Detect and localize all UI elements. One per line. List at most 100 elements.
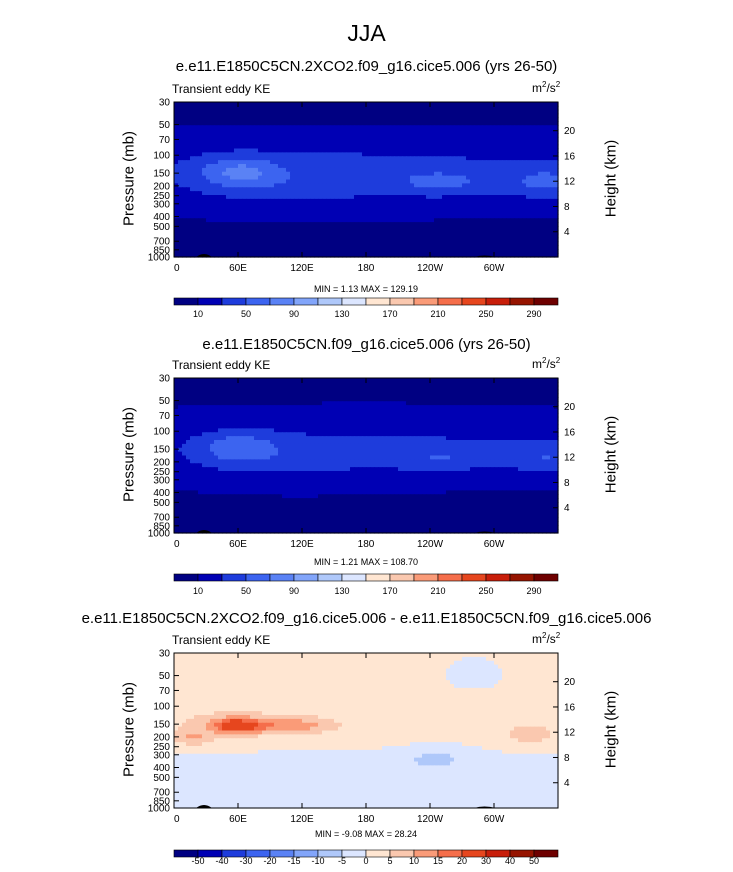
panel3-colorbar-label: -50 bbox=[191, 856, 204, 866]
panel3-ytick-right-label: 12 bbox=[564, 728, 576, 739]
panel1-colorbar-label: 250 bbox=[478, 309, 493, 319]
panel1-colorbar-swatch bbox=[533, 297, 559, 306]
panel3-colorbar-label: -10 bbox=[311, 856, 324, 866]
panel1-field bbox=[174, 102, 559, 258]
panel1-colorbar-label: 90 bbox=[289, 309, 299, 319]
panel3-xtick-label: 180 bbox=[358, 814, 375, 825]
panel3-xtick-label: 120W bbox=[417, 814, 444, 825]
panel1-colorbar-label: 290 bbox=[526, 309, 541, 319]
panel1-colorbar-label: 170 bbox=[382, 309, 397, 319]
panel3-colorbar-label: -40 bbox=[215, 856, 228, 866]
panel1-ytick-label: 1000 bbox=[148, 253, 171, 264]
panel1-xtick-label: 60E bbox=[229, 263, 247, 274]
panel1-colorbar-label: 210 bbox=[430, 309, 445, 319]
panel2-xtick-label: 180 bbox=[358, 539, 375, 550]
panel2-colorbar bbox=[173, 573, 559, 582]
panel1-colorbar-label: 50 bbox=[241, 309, 251, 319]
panel1-ytick-label: 70 bbox=[159, 135, 171, 146]
panel2-ytick-right-label: 16 bbox=[564, 427, 576, 438]
panel1-colorbar-label: 130 bbox=[334, 309, 349, 319]
panel1-ytick-label: 250 bbox=[153, 191, 170, 202]
panel3-colorbar-label: 50 bbox=[529, 856, 539, 866]
panel1-ytick-right-label: 8 bbox=[564, 202, 570, 213]
panel2-colorbar-label: 50 bbox=[241, 586, 251, 596]
panel2-field bbox=[174, 378, 559, 534]
panel3-ytick-right-label: 8 bbox=[564, 753, 570, 764]
panel1-xtick-label: 120E bbox=[290, 263, 314, 274]
panel2-ytick-label: 100 bbox=[153, 427, 170, 438]
panel2-xtick-label: 60W bbox=[484, 539, 505, 550]
panel1-ytick-right-label: 4 bbox=[564, 227, 570, 238]
panel1-colorbar bbox=[173, 297, 559, 306]
panel3-colorbar-label: 20 bbox=[457, 856, 467, 866]
panel3-units-label: m2/s2 bbox=[532, 631, 561, 646]
panel3-colorbar-label: 5 bbox=[387, 856, 392, 866]
panel2-ytick-label: 300 bbox=[153, 475, 170, 486]
panel3-xtick-label: 60E bbox=[229, 814, 247, 825]
panel1-xtick-label: 0 bbox=[174, 263, 180, 274]
panel2-ytick-label: 500 bbox=[153, 498, 170, 509]
panel2-colorbar-label: 250 bbox=[478, 586, 493, 596]
panel1-units-label: m2/s2 bbox=[532, 80, 561, 95]
panel1-ytick-label: 100 bbox=[153, 151, 170, 162]
panel3-ytick-right-label: 4 bbox=[564, 778, 570, 789]
panel3-ytick-label: 850 bbox=[153, 796, 170, 807]
panel1-ytick-label: 700 bbox=[153, 237, 170, 248]
panel1-ytick-label: 500 bbox=[153, 222, 170, 233]
panel2-xtick-label: 120W bbox=[417, 539, 444, 550]
panel2-xtick-label: 120E bbox=[290, 539, 314, 550]
panel3-colorbar-label: -30 bbox=[239, 856, 252, 866]
panel1-xtick-label: 60W bbox=[484, 263, 505, 274]
panel3-ytick-right-label: 16 bbox=[564, 702, 576, 713]
panel3-colorbar-label: 10 bbox=[409, 856, 419, 866]
panel2-ytick-label: 200 bbox=[153, 457, 170, 468]
panel1-ytick-label: 850 bbox=[153, 245, 170, 256]
panel2-ytick-label: 400 bbox=[153, 488, 170, 499]
panel1-title: e.e11.E1850C5CN.2XCO2.f09_g16.cice5.006 … bbox=[175, 58, 558, 75]
panel2-colorbar-label: 10 bbox=[193, 586, 203, 596]
panel1-ytick-label: 300 bbox=[153, 199, 170, 210]
panel2-xtick-label: 60E bbox=[229, 539, 247, 550]
panel3-field bbox=[174, 653, 559, 809]
panel1-ytick-label: 400 bbox=[153, 212, 170, 223]
panel3-ytick-label: 1000 bbox=[148, 804, 171, 815]
panel3-colorbar-swatch bbox=[533, 849, 559, 858]
panel2-colorbar-label: 210 bbox=[430, 586, 445, 596]
panel2-ytick-label: 70 bbox=[159, 411, 171, 422]
panel1-ytick-label: 30 bbox=[159, 98, 171, 109]
panel3-ytick-label: 200 bbox=[153, 732, 170, 743]
panel2-ytick-right-label: 8 bbox=[564, 478, 570, 489]
panel1-ytick-label: 200 bbox=[153, 181, 170, 192]
panel3-ytick-label: 150 bbox=[153, 720, 170, 731]
panel3-stats: MIN = -9.08 MAX = 28.24 bbox=[314, 829, 418, 839]
panel3-ytick-label: 100 bbox=[153, 702, 170, 713]
panel2-colorbar-label: 130 bbox=[334, 586, 349, 596]
panel2-title: e.e11.E1850C5CN.f09_g16.cice5.006 (yrs 2… bbox=[202, 336, 531, 353]
panel3-ytick-label: 50 bbox=[159, 671, 171, 682]
panel3-xtick-label: 60W bbox=[484, 814, 505, 825]
panel1-xtick-label: 180 bbox=[358, 263, 375, 274]
panel3-variable-label: Transient eddy KE bbox=[172, 633, 271, 647]
panel1-variable-label: Transient eddy KE bbox=[172, 82, 271, 96]
panel2-colorbar-label: 170 bbox=[382, 586, 397, 596]
panel3-colorbar-swatch bbox=[365, 849, 391, 858]
panel3-ytick-label: 700 bbox=[153, 788, 170, 799]
panel2-ytick-label: 50 bbox=[159, 396, 171, 407]
panel3-ytick-label: 400 bbox=[153, 763, 170, 774]
panel3-colorbar-label: 30 bbox=[481, 856, 491, 866]
panel3-colorbar-label: -5 bbox=[338, 856, 346, 866]
panel3-ytick-right-label: 20 bbox=[564, 677, 576, 688]
panel2-ytick-right-label: 20 bbox=[564, 402, 576, 413]
panel2-variable-label: Transient eddy KE bbox=[172, 358, 271, 372]
panel2-ytick-label: 150 bbox=[153, 445, 170, 456]
panel2-ytick-right-label: 4 bbox=[564, 503, 570, 514]
panel1-ytick-right-label: 20 bbox=[564, 126, 576, 137]
panel2-stats: MIN = 1.21 MAX = 108.70 bbox=[313, 557, 419, 567]
panel1-xtick-label: 120W bbox=[417, 263, 444, 274]
panel3-ytick-label: 300 bbox=[153, 750, 170, 761]
panel3-colorbar-label: 0 bbox=[363, 856, 368, 866]
panel3-ytick-label: 250 bbox=[153, 742, 170, 753]
